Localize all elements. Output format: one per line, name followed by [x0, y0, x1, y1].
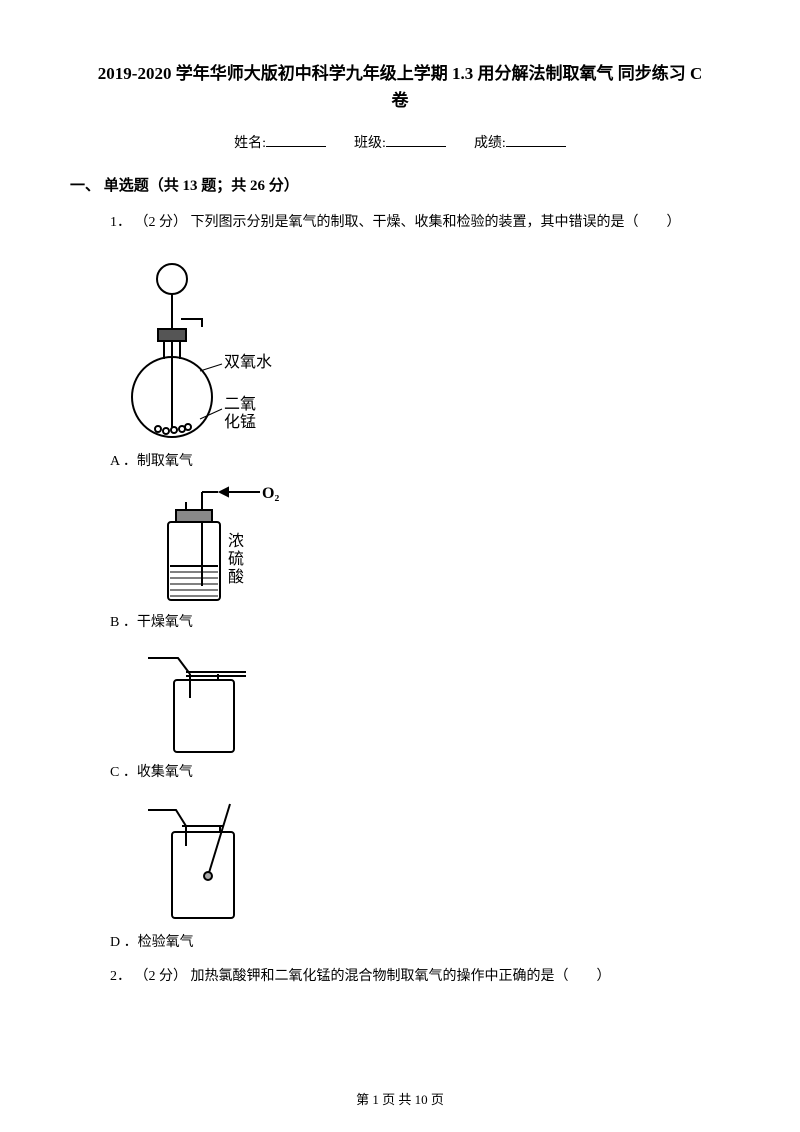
- question-1: 1． （2 分） 下列图示分别是氧气的制取、干燥、收集和检验的装置，其中错误的是…: [70, 211, 730, 235]
- title-line1: 2019-2020 学年华师大版初中科学九年级上学期 1.3 用分解法制取氧气 …: [98, 64, 702, 83]
- apparatus-c-svg: [130, 640, 270, 760]
- optD-letter: D ．: [110, 935, 138, 950]
- name-blank: [266, 133, 326, 147]
- form-line: 姓名: 班级: 成绩:: [70, 132, 730, 152]
- q1-points: （2 分）: [135, 215, 188, 230]
- label-shuangyangshui: 双氧水: [224, 353, 272, 371]
- optA-label: 制取氧气: [137, 454, 193, 469]
- footer-suffix: 页: [428, 1092, 444, 1107]
- option-d: D ．检验氧气: [70, 932, 730, 954]
- diagram-a: 双氧水 二氧 化锰: [130, 259, 730, 449]
- footer-total: 10: [415, 1092, 428, 1107]
- optC-label: 收集氧气: [137, 765, 193, 780]
- diagram-d: [130, 790, 730, 930]
- q2-number: 2．: [110, 969, 131, 984]
- q1-text: 下列图示分别是氧气的制取、干燥、收集和检验的装置，其中错误的是（ ）: [191, 215, 681, 230]
- section-prefix: 一、: [70, 178, 100, 194]
- diagram-c: [130, 640, 730, 760]
- q1-number: 1．: [110, 215, 131, 230]
- label-suan: 酸: [228, 568, 244, 586]
- score-label: 成绩:: [474, 136, 506, 151]
- option-a: A ．制取氧气: [70, 451, 730, 473]
- optA-letter: A ．: [110, 454, 137, 469]
- diagram-b: O₂ 浓 硫 酸: [130, 480, 730, 610]
- title-line2: 卷: [392, 91, 409, 110]
- optD-label: 检验氧气: [138, 935, 194, 950]
- q2-points: （2 分）: [135, 969, 188, 984]
- label-eryang: 二氧: [224, 395, 256, 413]
- label-o2: O₂: [262, 485, 279, 502]
- optB-letter: B ．: [110, 615, 137, 630]
- apparatus-a-svg: 双氧水 二氧 化锰: [130, 259, 290, 449]
- page-footer: 第 1 页 共 10 页: [0, 1089, 800, 1108]
- apparatus-d-svg: [130, 790, 270, 930]
- name-label: 姓名:: [234, 136, 266, 151]
- optB-label: 干燥氧气: [137, 615, 193, 630]
- label-huameng: 化锰: [224, 413, 256, 431]
- label-nong: 浓: [228, 532, 244, 550]
- class-label: 班级:: [354, 136, 386, 151]
- optC-letter: C ．: [110, 765, 137, 780]
- section-title: 单选题（共 13 题；共 26 分）: [104, 178, 299, 194]
- footer-middle: 页 共: [379, 1092, 415, 1107]
- score-blank: [506, 133, 566, 147]
- question-2: 2． （2 分） 加热氯酸钾和二氧化锰的混合物制取氧气的操作中正确的是（ ）: [70, 965, 730, 989]
- option-c: C ．收集氧气: [70, 762, 730, 784]
- section-header: 一、 单选题（共 13 题；共 26 分）: [70, 174, 730, 195]
- label-liu: 硫: [228, 550, 244, 568]
- apparatus-b-svg: O₂ 浓 硫 酸: [130, 480, 310, 610]
- footer-prefix: 第: [356, 1092, 372, 1107]
- page-title: 2019-2020 学年华师大版初中科学九年级上学期 1.3 用分解法制取氧气 …: [70, 60, 730, 114]
- class-blank: [386, 133, 446, 147]
- option-b: B ．干燥氧气: [70, 612, 730, 634]
- q2-text: 加热氯酸钾和二氧化锰的混合物制取氧气的操作中正确的是（ ）: [191, 969, 611, 984]
